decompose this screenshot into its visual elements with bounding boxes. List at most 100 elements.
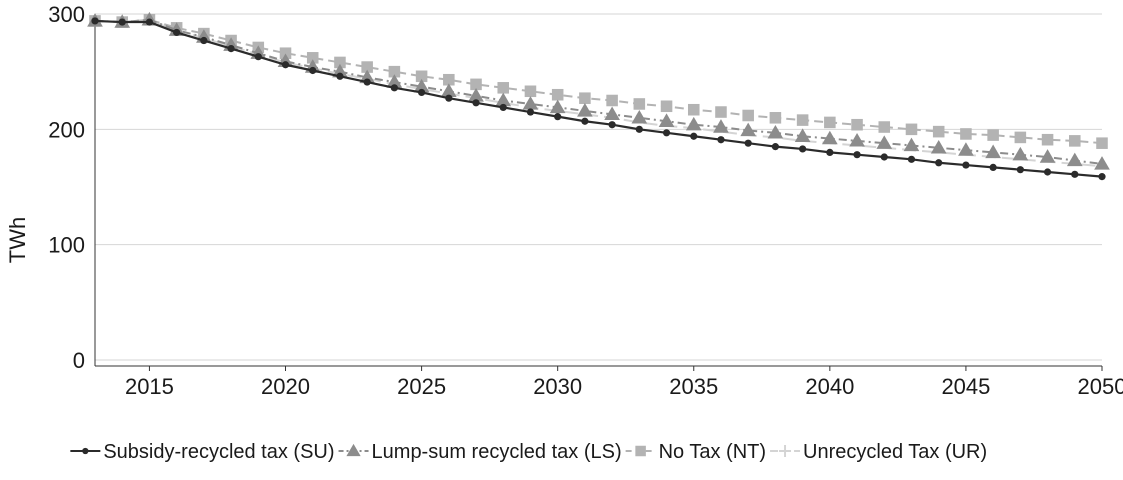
data-point-dot xyxy=(200,36,208,45)
data-point-square xyxy=(1069,135,1081,147)
legend-label: Subsidy-recycled tax (SU) xyxy=(103,441,334,463)
x-tick-label: 2025 xyxy=(397,374,446,399)
data-point-dot xyxy=(554,113,562,121)
y-tick-label: 200 xyxy=(48,117,85,142)
data-point-square xyxy=(470,78,482,91)
x-tick-label: 2020 xyxy=(261,374,310,399)
x-tick-label: 2035 xyxy=(669,374,718,399)
data-point-dot xyxy=(771,143,780,151)
series-ls xyxy=(87,11,1110,170)
data-point-triangle xyxy=(794,128,811,142)
data-point-square xyxy=(606,94,618,107)
data-point-dot xyxy=(309,66,317,75)
data-point-triangle xyxy=(1039,149,1056,163)
data-point-dot xyxy=(472,99,480,107)
data-point-square xyxy=(497,82,510,94)
data-point-triangle xyxy=(958,142,974,156)
data-point-dot xyxy=(662,129,671,137)
data-point-square xyxy=(388,65,401,78)
data-point-triangle xyxy=(1012,146,1029,161)
data-point-dot xyxy=(1043,168,1052,176)
data-point-triangle xyxy=(658,113,675,127)
data-point-dot xyxy=(145,18,154,26)
x-tick-label: 2030 xyxy=(533,374,582,399)
data-point-dot xyxy=(363,78,371,86)
data-point-square xyxy=(769,112,782,124)
data-point-cross xyxy=(779,445,792,457)
data-point-square xyxy=(687,103,700,116)
data-point-triangle xyxy=(740,122,757,137)
data-point-dot xyxy=(118,18,126,26)
data-point-triangle xyxy=(821,130,838,145)
data-point-dot xyxy=(581,117,589,125)
data-point-square xyxy=(960,128,972,140)
data-point-triangle xyxy=(549,99,566,114)
data-point-dot xyxy=(690,132,698,140)
data-point-triangle xyxy=(359,69,376,84)
data-point-triangle xyxy=(468,88,484,102)
data-point-dot xyxy=(281,61,290,69)
data-point-square xyxy=(878,121,891,133)
data-point-square xyxy=(660,100,673,113)
data-point-dot xyxy=(826,148,834,156)
data-point-square xyxy=(742,109,754,122)
data-point-dot xyxy=(744,139,752,147)
data-point-dot xyxy=(173,28,181,37)
data-point-dot xyxy=(1016,166,1024,174)
data-point-dot xyxy=(417,88,426,97)
data-point-dot xyxy=(880,153,888,161)
y-axis-title: TWh xyxy=(5,217,30,263)
data-point-triangle xyxy=(985,144,1001,159)
data-point-dot xyxy=(853,151,861,159)
legend-item: Unrecycled Tax (UR) xyxy=(770,441,987,463)
series-line xyxy=(94,18,1103,145)
data-point-triangle xyxy=(1066,152,1083,167)
legend-item: Subsidy-recycled tax (SU) xyxy=(70,441,335,463)
data-point-dot xyxy=(608,121,616,129)
data-point-dot xyxy=(390,84,398,92)
data-point-square xyxy=(551,88,564,101)
series-su xyxy=(91,17,1106,181)
data-point-dot xyxy=(91,17,99,25)
data-point-dot xyxy=(336,72,344,80)
data-point-dot xyxy=(227,45,235,53)
data-point-square xyxy=(715,106,727,118)
data-point-dot xyxy=(1098,173,1106,181)
data-point-triangle xyxy=(522,96,539,110)
data-point-dot xyxy=(799,145,807,153)
data-point-square xyxy=(334,56,346,69)
data-point-triangle xyxy=(767,124,784,139)
legend-item: No Tax (NT) xyxy=(625,441,766,463)
data-point-triangle xyxy=(346,443,361,457)
data-point-square xyxy=(1041,133,1054,146)
data-point-dot xyxy=(962,161,970,169)
data-point-triangle xyxy=(440,83,457,97)
data-point-square xyxy=(905,123,918,136)
gridlines xyxy=(95,13,1102,361)
data-point-dot xyxy=(445,94,453,102)
y-tick-label: 0 xyxy=(73,348,85,373)
data-point-square xyxy=(524,85,537,98)
x-tick-label: 2040 xyxy=(805,374,854,399)
data-point-square xyxy=(796,114,809,126)
data-point-triangle xyxy=(876,135,893,149)
data-point-triangle xyxy=(604,106,620,121)
legend-label: Unrecycled Tax (UR) xyxy=(803,441,987,463)
data-point-square xyxy=(635,445,646,457)
data-point-dot xyxy=(526,108,535,116)
data-point-triangle xyxy=(713,119,729,133)
data-point-triangle xyxy=(495,92,512,107)
data-point-square xyxy=(579,92,591,104)
data-point-triangle xyxy=(332,63,348,78)
series-ur xyxy=(94,19,1103,168)
data-point-square xyxy=(1014,131,1027,144)
data-point-square xyxy=(415,70,428,83)
data-point-dot xyxy=(717,136,725,144)
x-tick-label: 2045 xyxy=(941,374,990,399)
data-point-triangle xyxy=(386,74,403,88)
series-lines xyxy=(87,11,1110,181)
x-tick-label: 2015 xyxy=(125,374,174,399)
data-point-square xyxy=(987,129,999,141)
